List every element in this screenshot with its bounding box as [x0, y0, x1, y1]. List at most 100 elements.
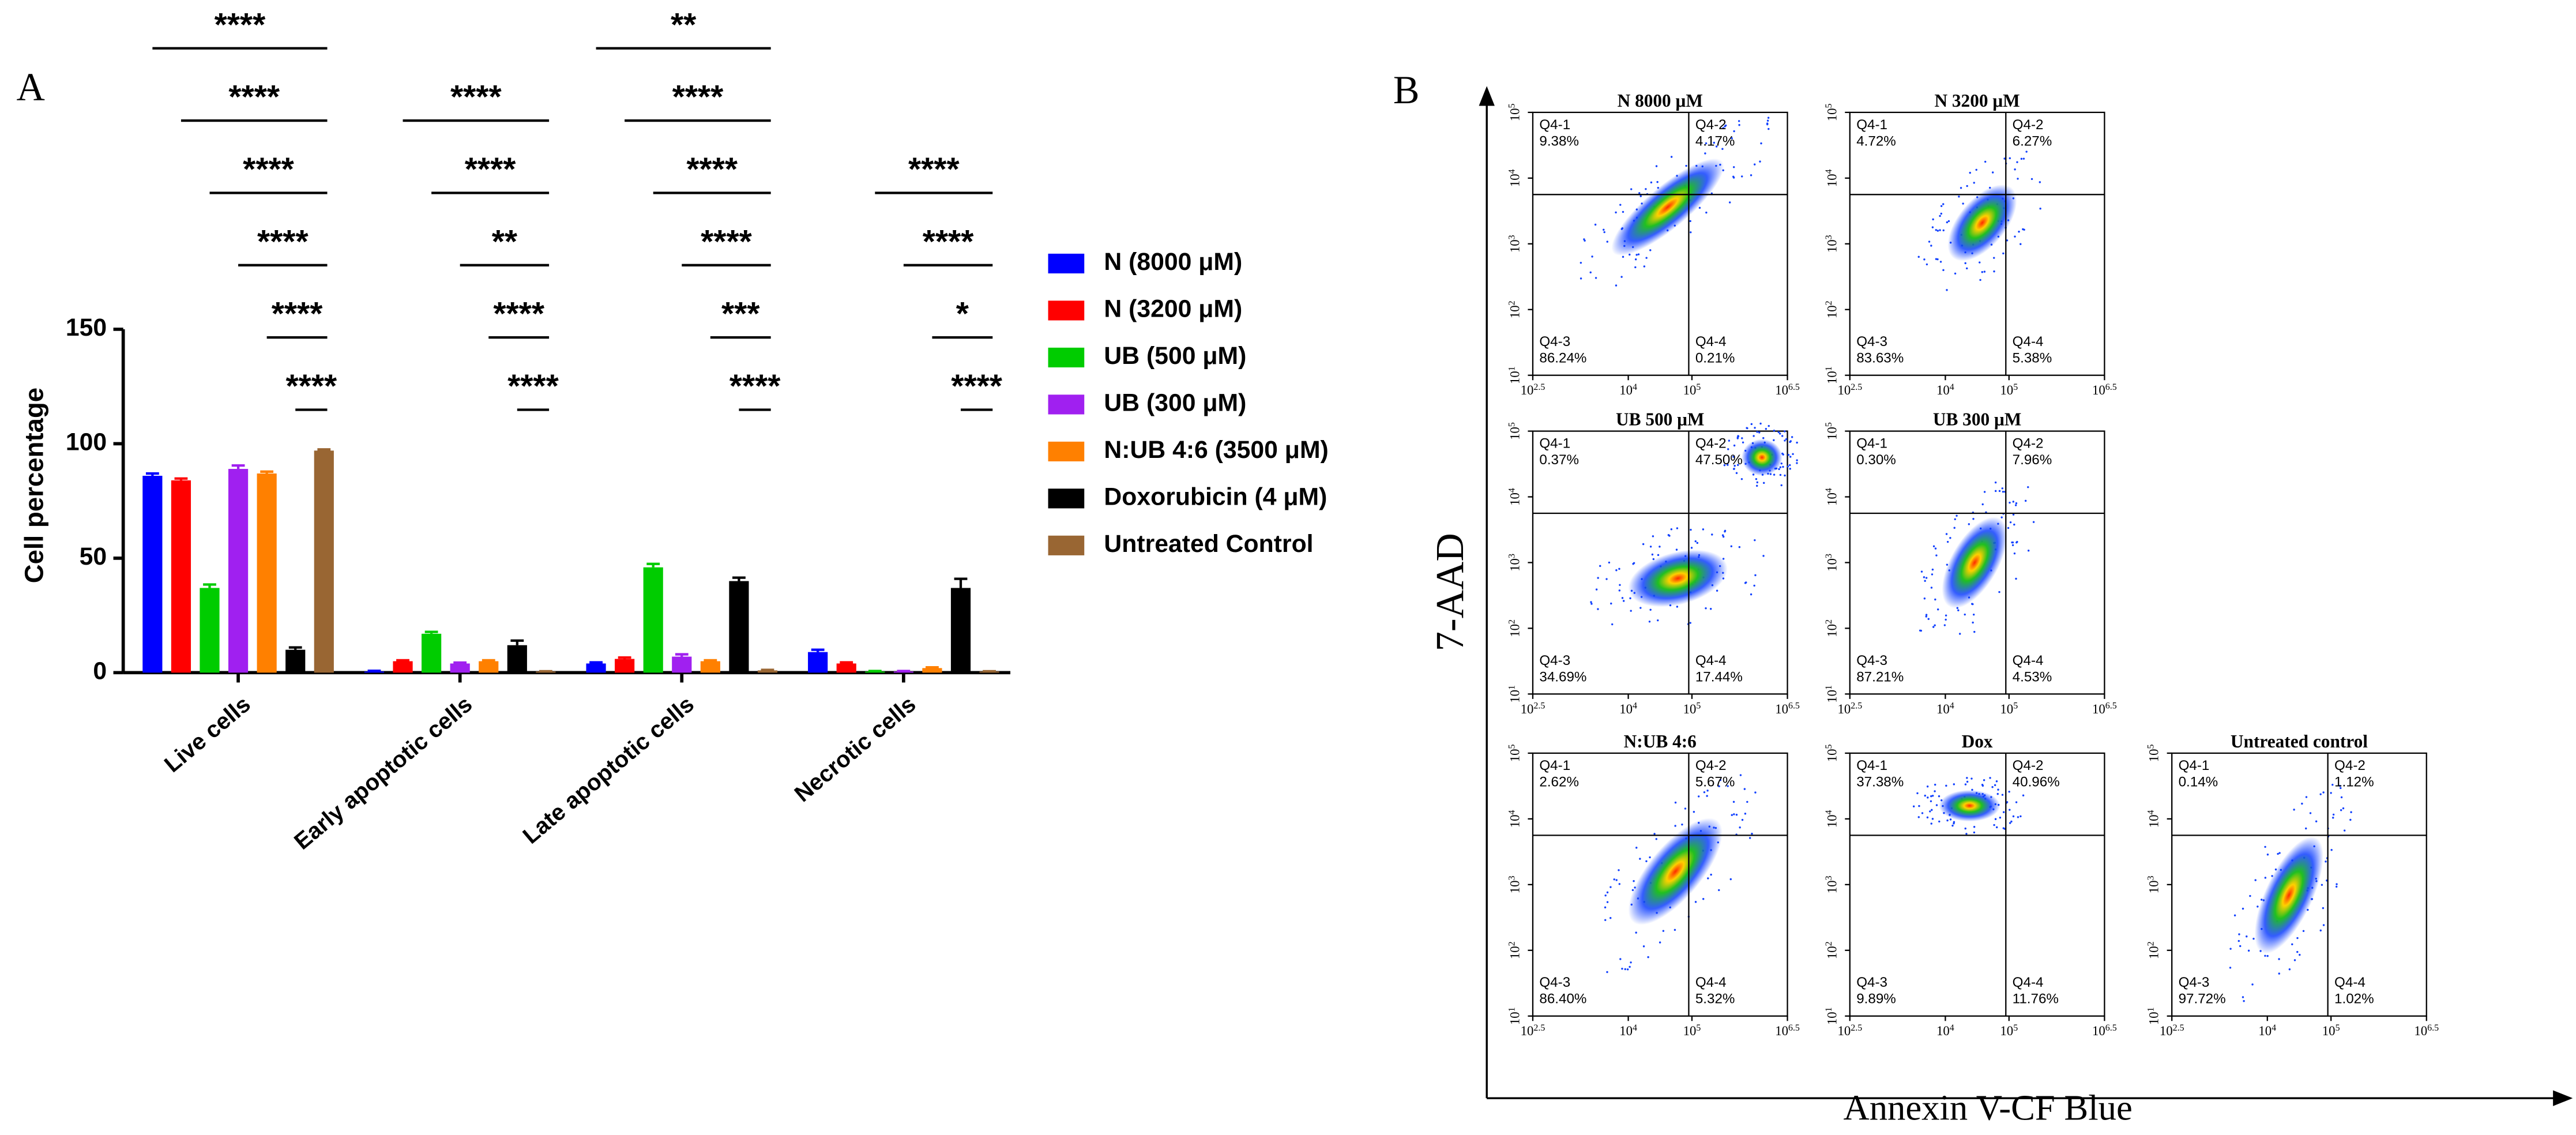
scatter-dot — [1966, 185, 1968, 187]
error-bar — [482, 659, 495, 662]
scatter-dot — [1705, 607, 1707, 610]
scatter-dot — [1739, 826, 1741, 829]
scatter-dot — [1725, 124, 1727, 127]
scatter-dot — [1789, 468, 1791, 470]
scatter-dot — [2022, 228, 2024, 231]
scatter-dot — [1619, 204, 1622, 206]
scatter-dot — [2342, 807, 2345, 810]
scatter-dot — [1796, 441, 1798, 444]
scatter-dot — [1972, 518, 1975, 520]
error-bar — [453, 661, 467, 664]
scatter-dot — [1972, 613, 1975, 616]
density-cloud — [1939, 790, 2000, 822]
scatter-dot — [1711, 533, 1713, 536]
significance-label: **** — [272, 295, 324, 332]
scatter-dot — [1943, 624, 1946, 626]
scatter-dot — [1719, 779, 1722, 781]
scatter-dot — [2246, 935, 2248, 938]
bar — [479, 661, 499, 673]
scatter-dot — [2015, 502, 2018, 505]
scatter-dot — [1622, 211, 1624, 213]
quadrant-name: Q4-1 — [1539, 436, 1570, 452]
scatter-dot — [1964, 783, 1967, 786]
scatter-dot — [1759, 160, 1761, 163]
scatter-dot — [2022, 794, 2025, 796]
scatter-dot — [1626, 968, 1629, 971]
scatter-dot — [1634, 258, 1637, 261]
scatter-dot — [1760, 142, 1762, 145]
scatter-dot — [1630, 188, 1633, 190]
quadrant-percent: 0.30% — [1856, 452, 1896, 468]
legend-swatch — [1048, 441, 1085, 461]
significance-label: **** — [215, 6, 266, 43]
scatter-dot — [1972, 603, 1974, 606]
scatter-dot — [1750, 593, 1753, 596]
scatter-dot — [2322, 924, 2325, 926]
scatter-dot — [1745, 581, 1747, 584]
x-tick-label: 106.5 — [2092, 1023, 2117, 1039]
scatter-dot — [1984, 160, 1987, 163]
scatter-dot — [1696, 542, 1699, 544]
scatter-dot — [1744, 813, 1747, 815]
error-bar — [424, 630, 438, 634]
scatter-dot — [1733, 444, 1736, 447]
scatter-dot — [2278, 852, 2281, 854]
quadrant-percent: 1.12% — [2334, 775, 2374, 790]
error-bar — [840, 661, 853, 664]
scatter-dot — [1733, 468, 1735, 470]
scatter-dot — [1762, 437, 1765, 439]
scatter-dot — [1718, 785, 1720, 788]
bar — [950, 588, 971, 673]
scatter-dot — [1741, 818, 1744, 821]
x-tick-label: 106.5 — [1775, 382, 1800, 398]
error-bar — [174, 477, 188, 480]
scatter-dot — [1921, 812, 1924, 814]
scatter-dot — [1754, 791, 1757, 794]
scatter-dot — [2340, 787, 2342, 790]
significance-label: **** — [686, 151, 738, 187]
scatter-dot — [2340, 809, 2342, 811]
scatter-dot — [1994, 784, 1996, 787]
scatter-dot — [2008, 791, 2010, 793]
scatter-dot — [1710, 873, 1712, 876]
scatter-dot — [1637, 253, 1640, 255]
scatter-dot — [1624, 968, 1626, 971]
bar — [257, 473, 277, 673]
scatter-dot — [2264, 954, 2266, 957]
scatter-dot — [1938, 820, 1941, 823]
scatter-dot — [2017, 178, 2019, 180]
scatter-dot — [2015, 801, 2018, 803]
scatter-dot — [1939, 229, 1941, 231]
scatter-dot — [2014, 504, 2017, 506]
bar — [808, 652, 828, 673]
scatter-dot — [1621, 597, 1624, 599]
error-bar — [145, 472, 159, 476]
scatter-dot — [2322, 907, 2325, 909]
scatter-dot — [1973, 182, 1975, 184]
scatter-dot — [1694, 540, 1697, 543]
scatter-dot — [1615, 211, 1617, 214]
scatter-dot — [1698, 206, 1701, 209]
scatter-dot — [1619, 958, 1622, 960]
scatter-dot — [1930, 795, 1932, 798]
error-bar — [732, 576, 746, 581]
scatter-dot — [2020, 157, 2023, 160]
scatter-dot — [1702, 898, 1705, 900]
x-tick-label: 104 — [1619, 1023, 1637, 1039]
y-tick-label: 105 — [1824, 422, 1840, 440]
scatter-dot — [2291, 943, 2293, 946]
scatter-dot — [1954, 272, 1957, 275]
plot-title: N:UB 4:6 — [1624, 731, 1697, 751]
legend-label: N:UB 4:6 (3500 μM) — [1104, 436, 1328, 464]
scatter-dot — [1756, 484, 1758, 487]
scatter-dot — [1611, 623, 1614, 626]
x-tick-label: 105 — [1683, 1023, 1701, 1039]
scatter-dot — [1973, 831, 1976, 834]
y-tick-label: 103 — [1507, 235, 1522, 253]
scatter-dot — [1939, 261, 1942, 263]
scatter-dot — [1763, 482, 1765, 484]
quadrant-name: Q4-4 — [2013, 653, 2044, 668]
x-tick-label: 104 — [1936, 382, 1954, 398]
scatter-dot — [2302, 930, 2305, 933]
scatter-dot — [1938, 795, 1941, 798]
